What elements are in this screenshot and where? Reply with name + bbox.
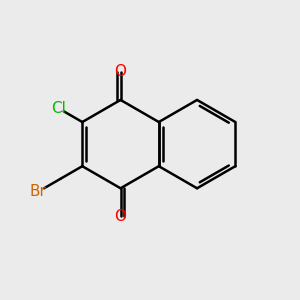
Text: O: O — [115, 64, 127, 80]
Text: Cl: Cl — [51, 100, 65, 116]
Text: O: O — [115, 209, 127, 224]
Text: Br: Br — [29, 184, 46, 200]
